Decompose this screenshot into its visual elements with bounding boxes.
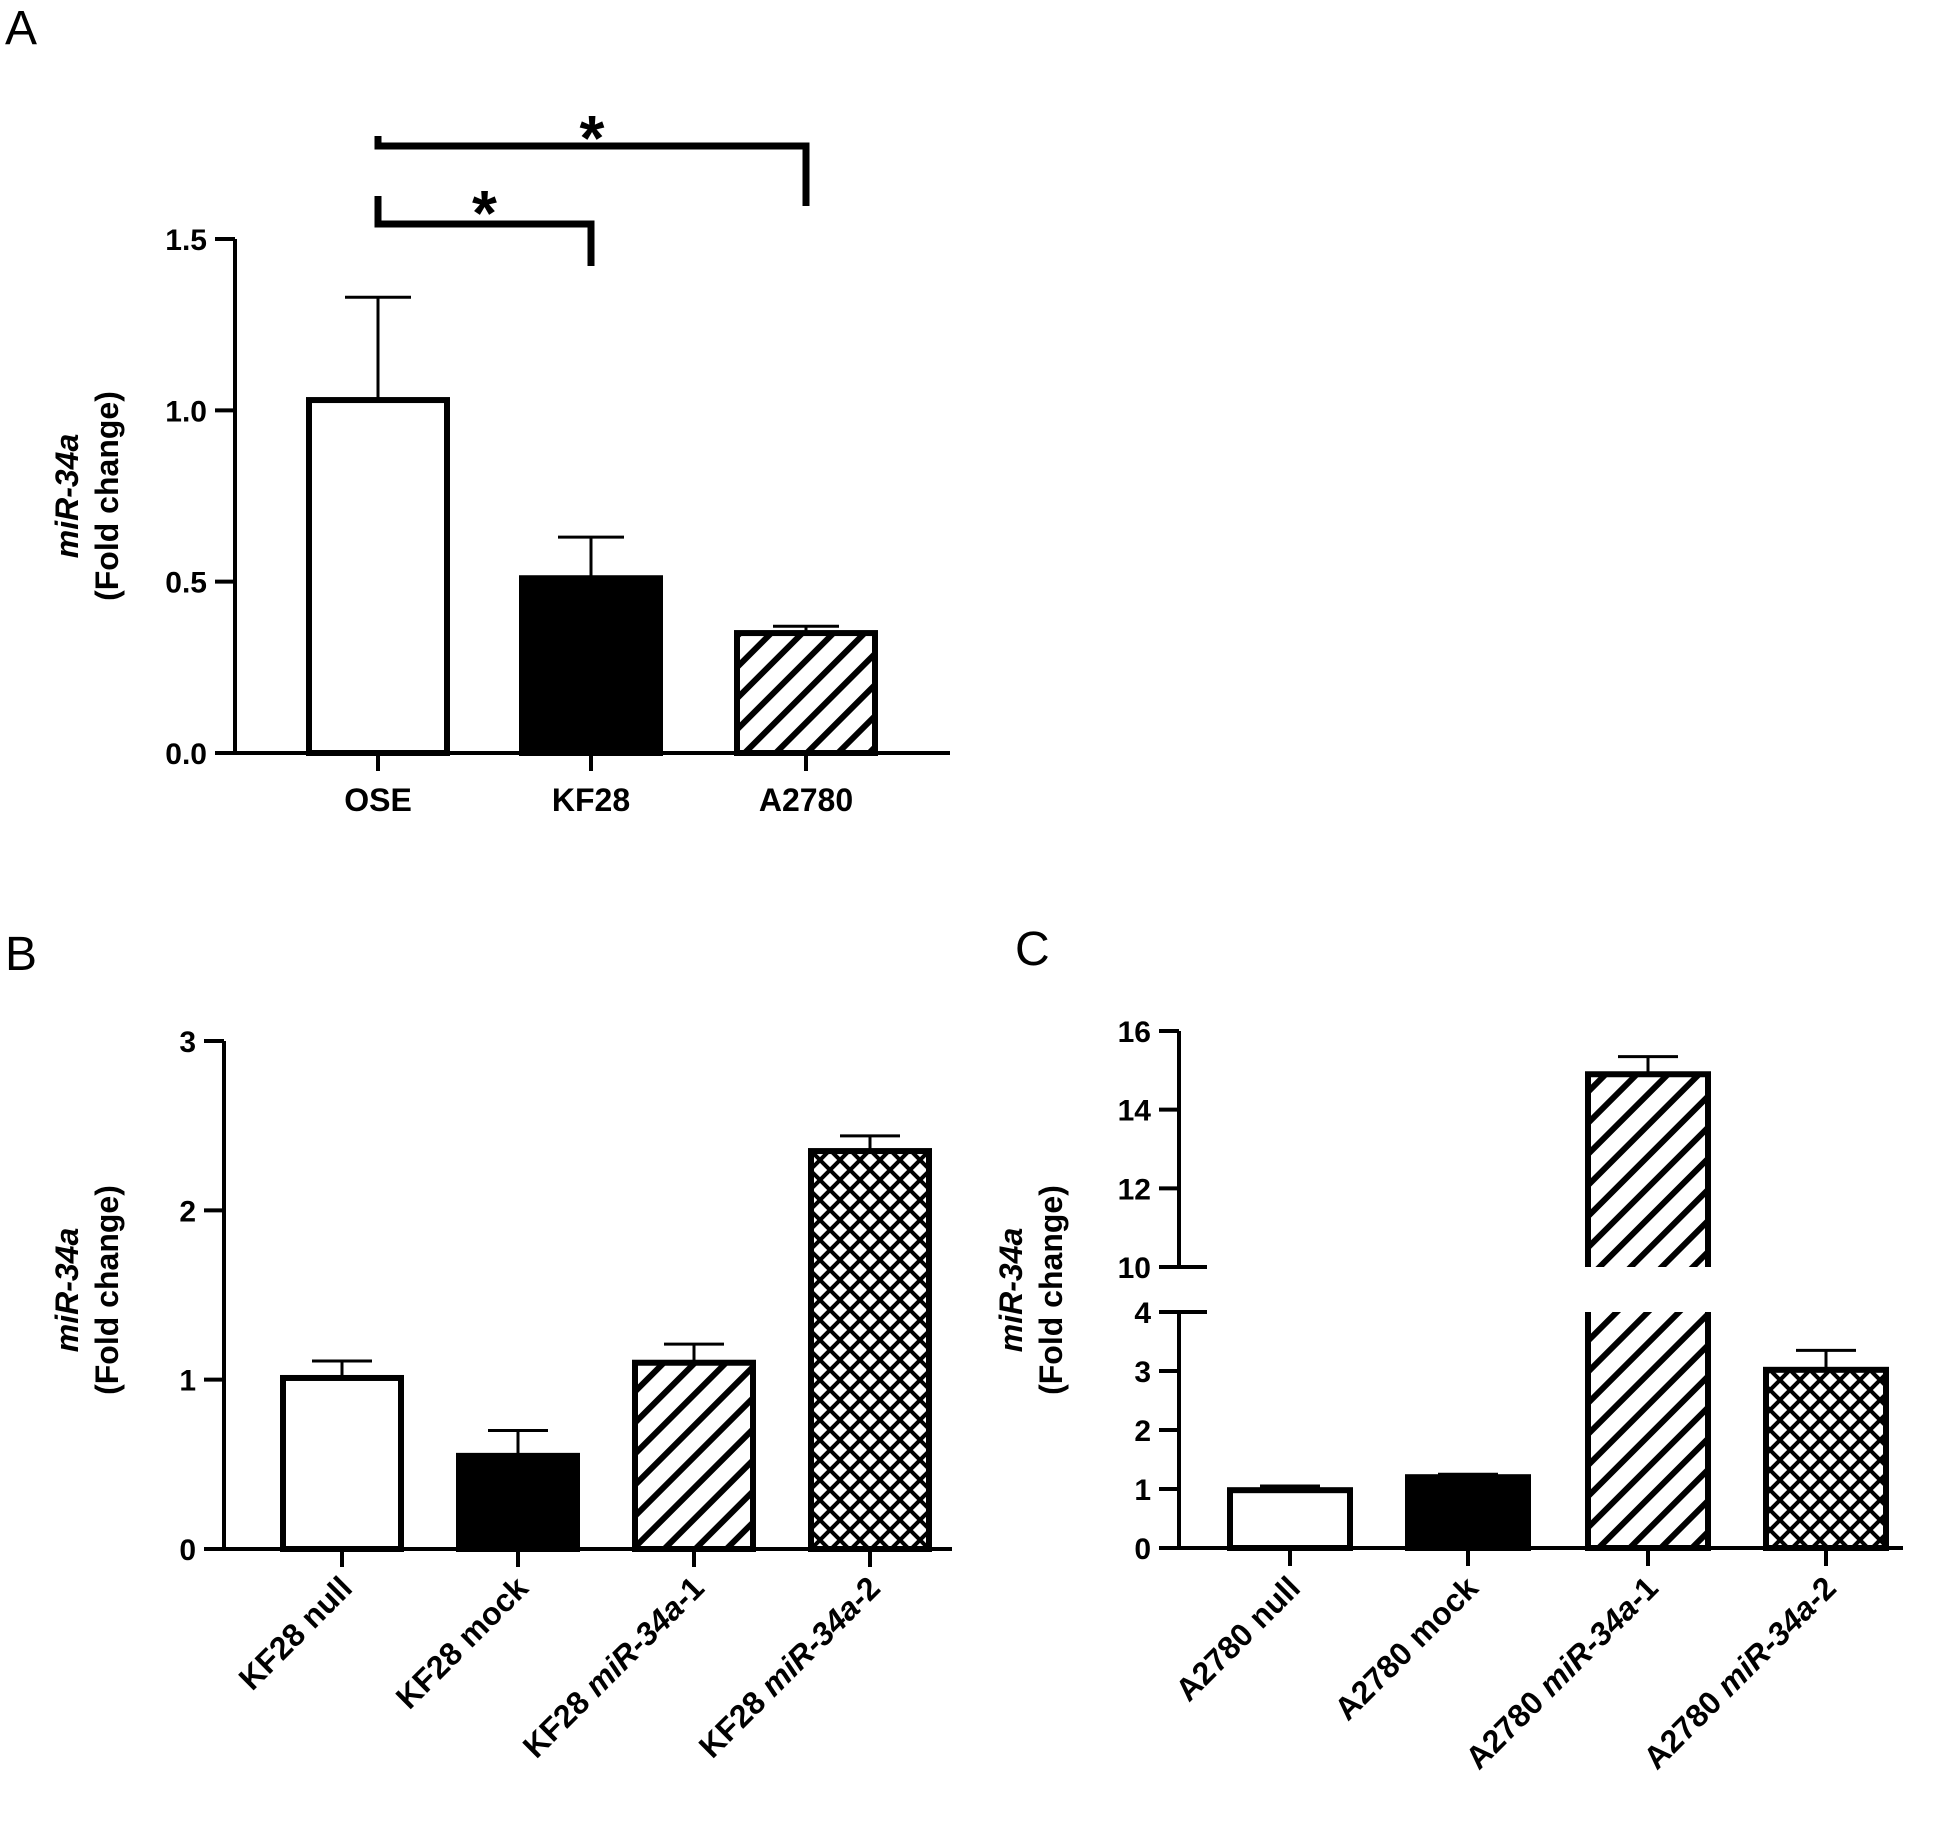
panel-letter-c: C xyxy=(1015,923,1050,976)
a-bar-ose xyxy=(306,397,450,756)
a-y-tick-label: 0.5 xyxy=(165,567,207,600)
b-x-tick-label: KF28 miR-34a-2 xyxy=(692,1569,887,1764)
b-x-tick-label: KF28 miR-34a-1 xyxy=(516,1569,711,1764)
c-x-tick-label: A2780 mock xyxy=(1327,1569,1485,1727)
b-bar xyxy=(280,1374,404,1553)
c-bar-lower-segment xyxy=(1588,1312,1708,1548)
c-y-tick-label: 14 xyxy=(1118,1095,1152,1128)
b-ylabel-italic: miR-34a xyxy=(49,1228,85,1353)
b-error-bar xyxy=(664,1342,724,1363)
b-x-tick-label: KF28 null xyxy=(232,1569,359,1696)
a-ylabel-italic: miR-34a xyxy=(49,434,85,559)
c-y-tick-label: 10 xyxy=(1118,1252,1151,1285)
b-bar xyxy=(632,1359,756,1552)
a-significance-bracket xyxy=(374,196,595,266)
c-x-tick-label: A2780 miR-34a-2 xyxy=(1636,1569,1843,1776)
c-bar xyxy=(1405,1474,1531,1551)
a-error-bar xyxy=(558,535,624,579)
c-x-tick-label: A2780 miR-34a-1 xyxy=(1458,1569,1665,1776)
a-x-tick-label: KF28 xyxy=(552,782,630,818)
a-ylabel: (Fold change) xyxy=(89,391,125,601)
a-error-bar xyxy=(345,295,411,401)
c-y-tick-label: 2 xyxy=(1134,1415,1151,1448)
c-y-tick-label: 1 xyxy=(1134,1474,1151,1507)
a-x-tick-label: A2780 xyxy=(759,782,853,818)
c-bar-upper-outline xyxy=(1585,1071,1711,1267)
b-y-tick-label: 0 xyxy=(179,1534,196,1567)
a-y-tick-label: 1.0 xyxy=(165,395,207,428)
c-y-tick-label: 12 xyxy=(1118,1173,1151,1206)
a-significance-star: * xyxy=(472,177,497,249)
b-y-tick-label: 1 xyxy=(179,1365,196,1398)
b-ylabel: (Fold change) xyxy=(89,1185,125,1395)
a-significance-star: * xyxy=(580,102,605,174)
c-ylabel-italic: miR-34a xyxy=(993,1228,1029,1353)
c-bar xyxy=(1227,1487,1353,1552)
a-y-tick-label: 1.5 xyxy=(165,224,207,257)
a-significance-bracket xyxy=(374,136,810,206)
b-y-tick-label: 3 xyxy=(179,1026,196,1059)
c-y-tick-label: 4 xyxy=(1134,1297,1151,1330)
c-bar-upper-segment xyxy=(1588,1074,1708,1267)
a-bar-kf28 xyxy=(519,575,663,756)
c-y-tick-label: 3 xyxy=(1134,1356,1151,1389)
panel-letter-b: B xyxy=(5,928,37,981)
c-y-tick-label: 16 xyxy=(1118,1016,1151,1049)
b-y-tick-label: 2 xyxy=(179,1195,196,1228)
b-x-tick-label: KF28 mock xyxy=(389,1569,535,1715)
c-error-bar xyxy=(1796,1348,1856,1370)
c-y-tick-label: 0 xyxy=(1134,1533,1151,1566)
b-error-bar xyxy=(488,1428,548,1456)
panel-a-chart: 0.0 0.5 1.0 1.5 OSE KF28 A2780 * * miR-34a (Fold c… xyxy=(49,102,950,818)
b-bar xyxy=(808,1148,932,1552)
panel-letter-a: A xyxy=(5,2,37,55)
c-ylabel: (Fold change) xyxy=(1033,1185,1069,1395)
c-x-tick-label: A2780 null xyxy=(1168,1569,1307,1708)
b-bar xyxy=(456,1452,580,1553)
c-bar xyxy=(1763,1366,1889,1551)
a-bar-a2780 xyxy=(734,630,878,756)
a-y-tick-label: 0.0 xyxy=(165,738,207,771)
a-x-tick-label: OSE xyxy=(344,782,412,818)
